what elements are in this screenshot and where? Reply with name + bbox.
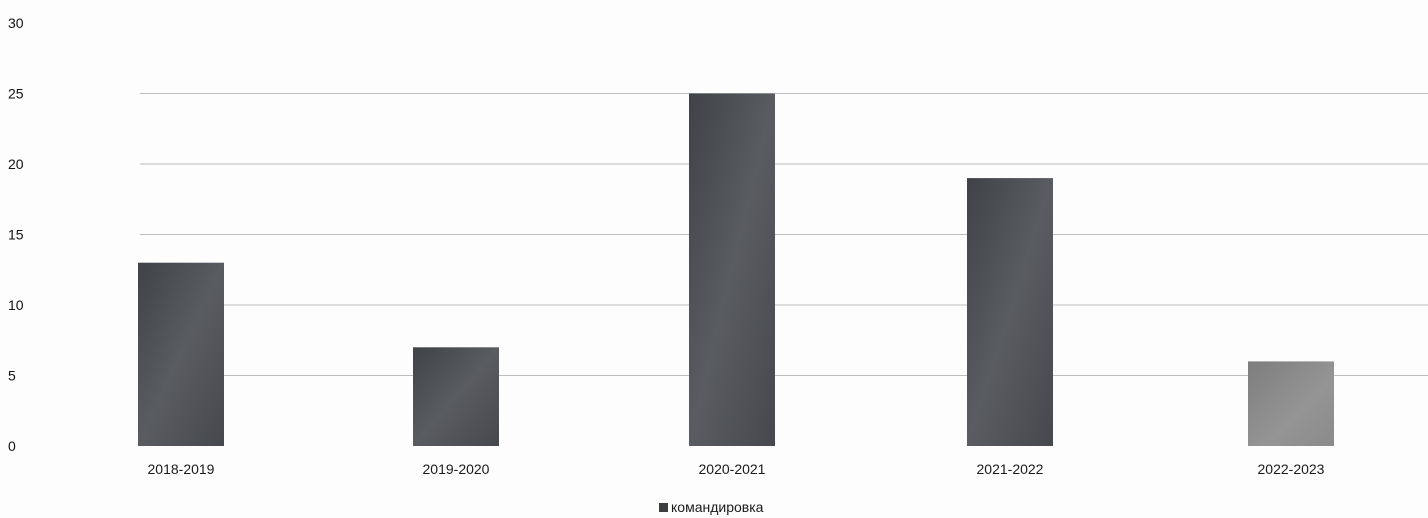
legend: командировка — [659, 499, 764, 515]
x-category-label: 2021-2022 — [977, 461, 1044, 477]
bars — [138, 93, 1334, 446]
x-category-label: 2019-2020 — [423, 461, 490, 477]
bar-2020-2021 — [689, 93, 775, 446]
bar-2022-2023 — [1248, 361, 1334, 446]
bar-2018-2019 — [138, 262, 224, 446]
y-tick-label: 10 — [8, 297, 24, 313]
bar-2019-2020 — [413, 347, 499, 446]
legend-label: командировка — [671, 499, 764, 515]
x-category-label: 2020-2021 — [699, 461, 766, 477]
x-category-label: 2022-2023 — [1258, 461, 1325, 477]
x-category-label: 2018-2019 — [148, 461, 215, 477]
gridlines — [140, 93, 1428, 376]
y-tick-label: 5 — [8, 368, 16, 384]
y-axis-tick-labels: 0 5 10 15 20 25 30 — [8, 15, 24, 454]
legend-marker — [659, 503, 668, 512]
y-tick-label: 15 — [8, 227, 24, 243]
y-tick-label: 20 — [8, 156, 24, 172]
x-axis-category-labels: 2018-2019 2019-2020 2020-2021 2021-2022 2022… — [148, 461, 1325, 477]
y-tick-label: 30 — [8, 15, 24, 31]
y-tick-label: 25 — [8, 86, 24, 102]
bar-2021-2022 — [967, 178, 1053, 446]
y-tick-label: 0 — [8, 438, 16, 454]
